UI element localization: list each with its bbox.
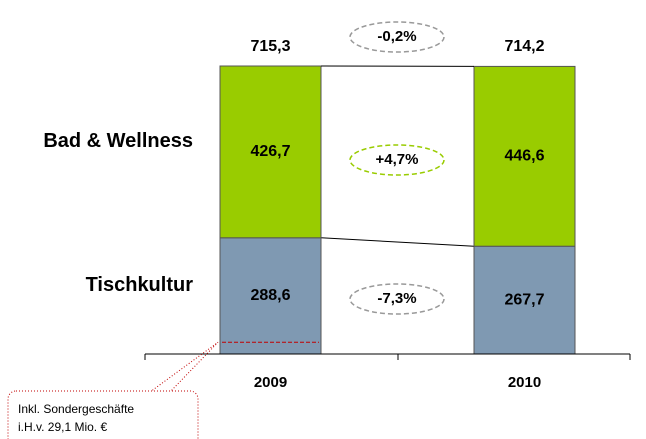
total-label: 715,3 <box>250 38 290 55</box>
note-text: i.H.v. 29,1 Mio. € <box>18 420 107 434</box>
value-label: 288,6 <box>250 287 290 304</box>
note-text: Inkl. Sondergeschäfte <box>18 402 134 416</box>
change-label: +4,7% <box>376 151 419 168</box>
note-box <box>7 390 199 439</box>
value-label: 267,7 <box>504 291 544 308</box>
series-label: Tischkultur <box>86 274 194 296</box>
note-callout <box>149 341 219 393</box>
connector <box>320 237 475 247</box>
value-label: 446,6 <box>504 148 544 165</box>
bar-segment <box>473 65 576 247</box>
value-label: 426,7 <box>250 143 290 160</box>
series-label: Bad & Wellness <box>43 130 193 152</box>
bar-segment <box>473 245 576 355</box>
total-label: 714,2 <box>504 38 544 55</box>
x-tick-label: 2010 <box>508 374 541 391</box>
x-tick-label: 2009 <box>254 374 287 391</box>
change-label: -7,3% <box>377 290 416 307</box>
change-label: -0,2% <box>377 28 416 45</box>
change-ellipse <box>349 283 445 315</box>
change-ellipse <box>349 21 445 53</box>
change-ellipse <box>349 144 445 176</box>
bar-segment <box>219 237 322 355</box>
bar-segment <box>219 65 322 239</box>
